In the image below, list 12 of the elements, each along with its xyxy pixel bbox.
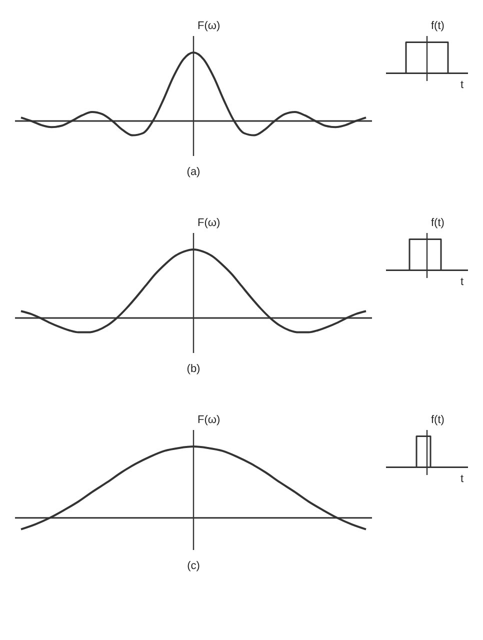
x-axis-title: t [460,473,464,486]
y-axis-title: f(t) [431,217,444,229]
x-axis-title: t [460,276,464,288]
y-axis-title: F(ω) [198,414,220,426]
y-axis-title: F(ω) [198,20,220,32]
text: (a) [186,166,200,178]
text: (c) [187,560,200,572]
y-axis-title: F(ω) [198,217,220,229]
y-axis-title: f(t) [431,20,444,32]
y-axis-title: f(t) [431,414,444,426]
text: (b) [186,363,200,375]
x-axis-title: t [460,79,464,92]
